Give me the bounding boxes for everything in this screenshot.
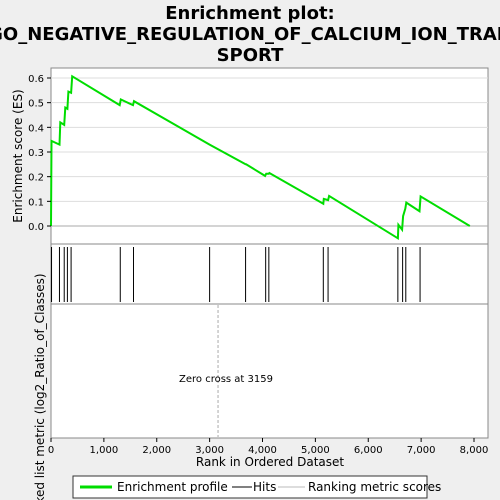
x-tick-label: 8,000 [460,445,489,456]
y-tick-label: 0.4 [28,123,44,134]
x-tick-label: 4,000 [248,445,277,456]
hit-markers [51,247,421,302]
zero-cross-annotation: Zero cross at 3159 [179,374,273,385]
metric-plot-area [50,303,489,439]
y-tick-label: 0.1 [28,197,44,208]
legend-label-hits: Hits [253,480,276,494]
hits-panel [50,243,489,305]
es-y-ticks: 0.0 0.1 0.2 0.3 0.4 0.5 0.6 [28,74,51,233]
x-tick-label: 1,000 [90,445,119,456]
x-tick-label: 0 [48,445,54,456]
chart-title-line-3: SPORT [217,45,285,66]
x-axis-ticks: 0 1,000 2,000 3,000 4,000 5,000 6,000 7,000 8,00… [48,438,489,456]
es-gridlines [51,77,488,227]
y-tick-label: 0.6 [28,74,44,85]
x-tick-label: 3,000 [195,445,224,456]
es-y-axis-label: Enrichment score (ES) [11,89,25,222]
legend-label-ranking: Ranking metric scores [308,480,441,494]
x-tick-label: 2,000 [142,445,171,456]
legend: Enrichment profile Hits Ranking metric s… [72,475,441,499]
enrichment-profile-line [50,74,471,241]
y-tick-label: 0.2 [28,173,44,184]
legend-label-enrichment: Enrichment profile [117,480,228,494]
x-tick-label: 6,000 [354,445,383,456]
x-tick-label: 7,000 [407,445,436,456]
x-tick-label: 5,000 [301,445,330,456]
x-axis-label: Rank in Ordered Dataset [196,455,344,469]
es-plot-area [50,67,489,245]
chart-title-line-2: GO_NEGATIVE_REGULATION_OF_CALCIUM_ION_TR… [0,24,500,45]
y-tick-label: 0.3 [28,148,44,159]
chart-title-line-1: Enrichment plot: [165,3,335,24]
metric-y-axis-label: Ranked list metric (log2_Ratio_of_Classe… [33,273,47,500]
y-tick-label: 0.5 [28,99,44,110]
y-tick-label: 0.0 [28,222,44,233]
